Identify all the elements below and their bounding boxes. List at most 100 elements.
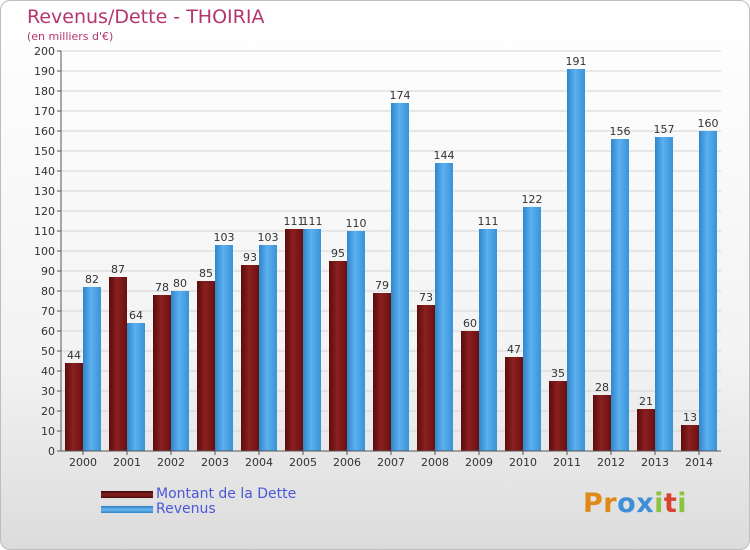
bar-revenus <box>215 245 233 451</box>
legend-label-revenus: Revenus <box>156 501 216 517</box>
y-tick-label: 50 <box>41 345 55 358</box>
bar-dette <box>197 281 215 451</box>
y-tick-label: 190 <box>34 65 55 78</box>
value-label: 80 <box>173 277 187 290</box>
legend-item-revenus: Revenus <box>101 501 361 518</box>
logo-letter: o <box>617 488 637 519</box>
bar-revenus <box>303 229 321 451</box>
bar-dette <box>593 395 611 451</box>
bar-dette <box>461 331 479 451</box>
bar-revenus <box>567 69 585 451</box>
bar-dette <box>285 229 303 451</box>
value-label: 191 <box>566 55 587 68</box>
y-tick-label: 0 <box>48 445 55 458</box>
x-tick-label: 2011 <box>553 456 581 469</box>
logo-letter: i <box>654 488 664 519</box>
value-label: 111 <box>284 215 305 228</box>
y-tick-label: 30 <box>41 385 55 398</box>
value-label: 103 <box>214 231 235 244</box>
logo-letter: r <box>603 488 618 519</box>
y-tick-label: 130 <box>34 185 55 198</box>
bar-dette <box>329 261 347 451</box>
y-tick-label: 160 <box>34 125 55 138</box>
value-label: 87 <box>111 263 125 276</box>
value-label: 103 <box>258 231 279 244</box>
bar-dette <box>417 305 435 451</box>
x-tick-label: 2014 <box>685 456 713 469</box>
y-tick-label: 40 <box>41 365 55 378</box>
y-tick-label: 180 <box>34 85 55 98</box>
x-tick-label: 2003 <box>201 456 229 469</box>
y-tick-label: 100 <box>34 245 55 258</box>
bar-revenus <box>523 207 541 451</box>
bar-revenus <box>391 103 409 451</box>
y-tick-label: 200 <box>34 45 55 58</box>
x-tick-label: 2012 <box>597 456 625 469</box>
y-tick-label: 90 <box>41 265 55 278</box>
legend-label-dette: Montant de la Dette <box>156 486 297 502</box>
bars <box>65 69 717 451</box>
bar-dette <box>681 425 699 451</box>
bar-revenus <box>171 291 189 451</box>
bar-revenus <box>479 229 497 451</box>
value-label: 64 <box>129 309 143 322</box>
bar-revenus <box>435 163 453 451</box>
bar-dette <box>153 295 171 451</box>
bar-dette <box>373 293 391 451</box>
y-tick-label: 170 <box>34 105 55 118</box>
y-tick-label: 80 <box>41 285 55 298</box>
value-label: 82 <box>85 273 99 286</box>
y-tick-label: 70 <box>41 305 55 318</box>
bar-dette <box>637 409 655 451</box>
bar-dette <box>65 363 83 451</box>
y-tick-label: 110 <box>34 225 55 238</box>
value-label: 122 <box>522 193 543 206</box>
value-label: 21 <box>639 395 653 408</box>
value-label: 28 <box>595 381 609 394</box>
y-tick-label: 120 <box>34 205 55 218</box>
value-label: 111 <box>478 215 499 228</box>
y-tick-label: 60 <box>41 325 55 338</box>
y-tick-label: 150 <box>34 145 55 158</box>
logo-letter: x <box>636 488 655 519</box>
axes: 0 10 20 30 40 50 60 70 80 90 100 110 120 130 140 150 160… <box>34 45 721 469</box>
value-label: 174 <box>390 89 411 102</box>
bar-dette <box>241 265 259 451</box>
legend-item-dette: Montant de la Dette <box>101 486 361 503</box>
x-tick-label: 2007 <box>377 456 405 469</box>
x-tick-label: 2006 <box>333 456 361 469</box>
y-tick-label: 10 <box>41 425 55 438</box>
value-label: 73 <box>419 291 433 304</box>
value-label: 85 <box>199 267 213 280</box>
bar-revenus <box>259 245 277 451</box>
x-tick-label: 2008 <box>421 456 449 469</box>
x-tick-label: 2010 <box>509 456 537 469</box>
bar-dette <box>505 357 523 451</box>
bar-revenus <box>611 139 629 451</box>
y-tick-label: 20 <box>41 405 55 418</box>
logo-letter: P <box>583 488 604 519</box>
value-label: 156 <box>610 125 631 138</box>
bar-dette <box>109 277 127 451</box>
logo-letter: i <box>677 488 688 519</box>
chart-title: Revenus/Dette - THOIRIA <box>27 6 265 28</box>
value-label: 60 <box>463 317 477 330</box>
x-tick-label: 2002 <box>157 456 185 469</box>
x-tick-label: 2013 <box>641 456 669 469</box>
value-label: 110 <box>346 217 367 230</box>
chart-subtitle: (en milliers d'€) <box>27 30 114 43</box>
value-label: 95 <box>331 247 345 260</box>
x-tick-label: 2001 <box>113 456 141 469</box>
bar-revenus <box>127 323 145 451</box>
logo-letter: t <box>663 488 678 519</box>
legend-swatch-dette <box>101 491 153 498</box>
x-tick-label: 2009 <box>465 456 493 469</box>
bar-dette <box>549 381 567 451</box>
bar-revenus <box>83 287 101 451</box>
value-label: 47 <box>507 343 521 356</box>
value-label: 111 <box>302 215 323 228</box>
value-label: 93 <box>243 251 257 264</box>
